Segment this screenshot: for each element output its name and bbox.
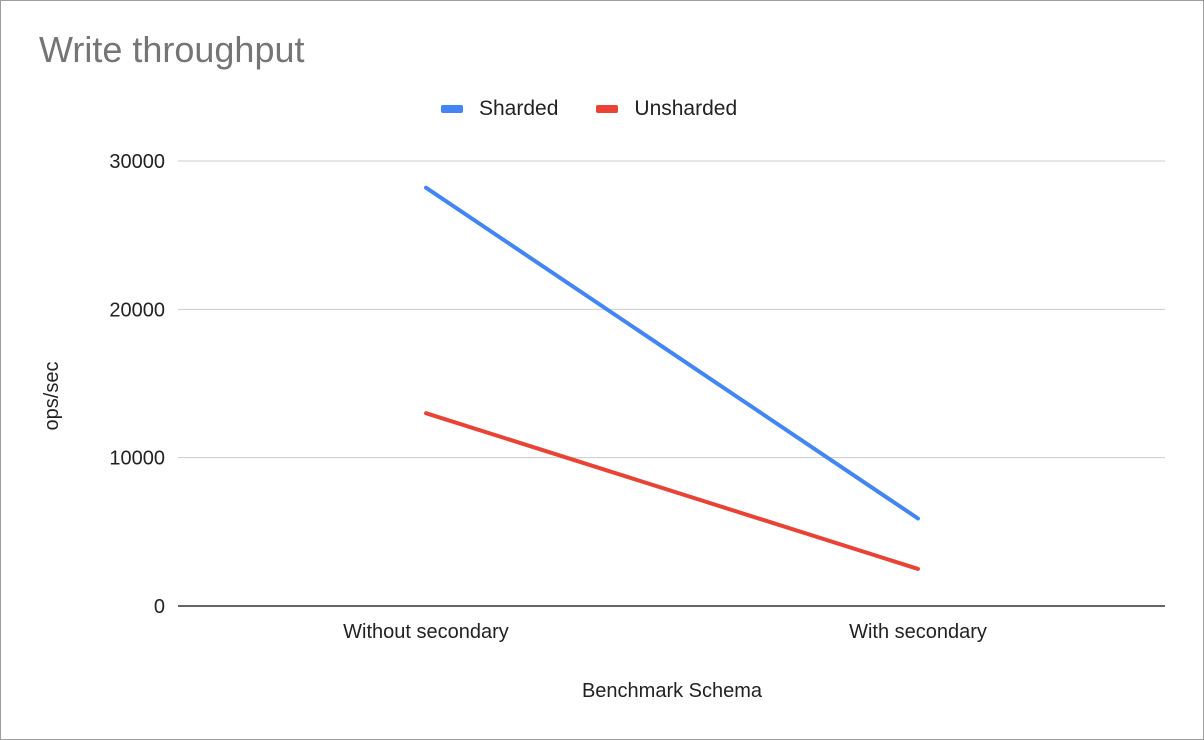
legend-label-sharded: Sharded: [479, 97, 559, 120]
x-axis-title: Benchmark Schema: [582, 680, 763, 702]
x-tick-label: Without secondary: [343, 621, 509, 643]
y-tick-labels: 0 10000 20000 30000: [109, 151, 165, 618]
legend-swatch-unsharded: [596, 105, 619, 113]
series-line-sharded: [424, 185, 920, 521]
y-tick-label: 30000: [109, 151, 165, 173]
legend-item-sharded: Sharded: [441, 97, 558, 121]
y-tick-label: 10000: [109, 448, 165, 470]
series-line-unsharded: [424, 411, 920, 571]
x-tick-label: With secondary: [849, 621, 987, 643]
x-tick-labels: Without secondary With secondary: [343, 621, 987, 643]
y-tick-label: 20000: [109, 299, 165, 321]
chart-title: Write throughput: [39, 29, 305, 70]
series-lines: [424, 185, 920, 571]
legend-item-unsharded: Unsharded: [596, 97, 737, 121]
y-tick-label: 0: [154, 596, 165, 618]
legend-label-unsharded: Unsharded: [634, 97, 738, 120]
legend-swatch-sharded: [441, 105, 463, 113]
legend: Sharded Unsharded: [441, 97, 775, 121]
gridlines: [178, 160, 1165, 607]
y-axis-title: ops/sec: [41, 362, 63, 431]
